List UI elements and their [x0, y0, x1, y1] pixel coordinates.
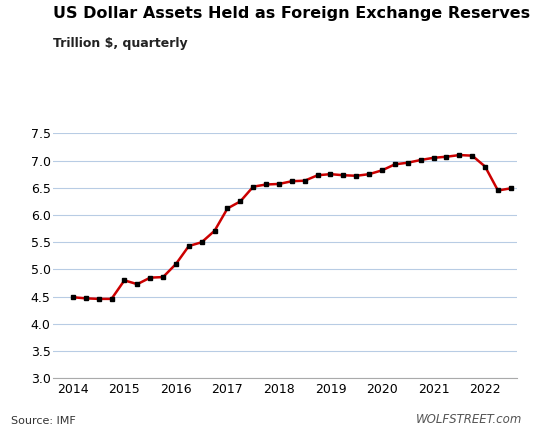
Text: Source: IMF: Source: IMF	[11, 416, 75, 426]
Text: US Dollar Assets Held as Foreign Exchange Reserves: US Dollar Assets Held as Foreign Exchang…	[53, 6, 530, 22]
Text: WOLFSTREET.com: WOLFSTREET.com	[416, 413, 522, 426]
Text: Trillion $, quarterly: Trillion $, quarterly	[53, 37, 188, 49]
